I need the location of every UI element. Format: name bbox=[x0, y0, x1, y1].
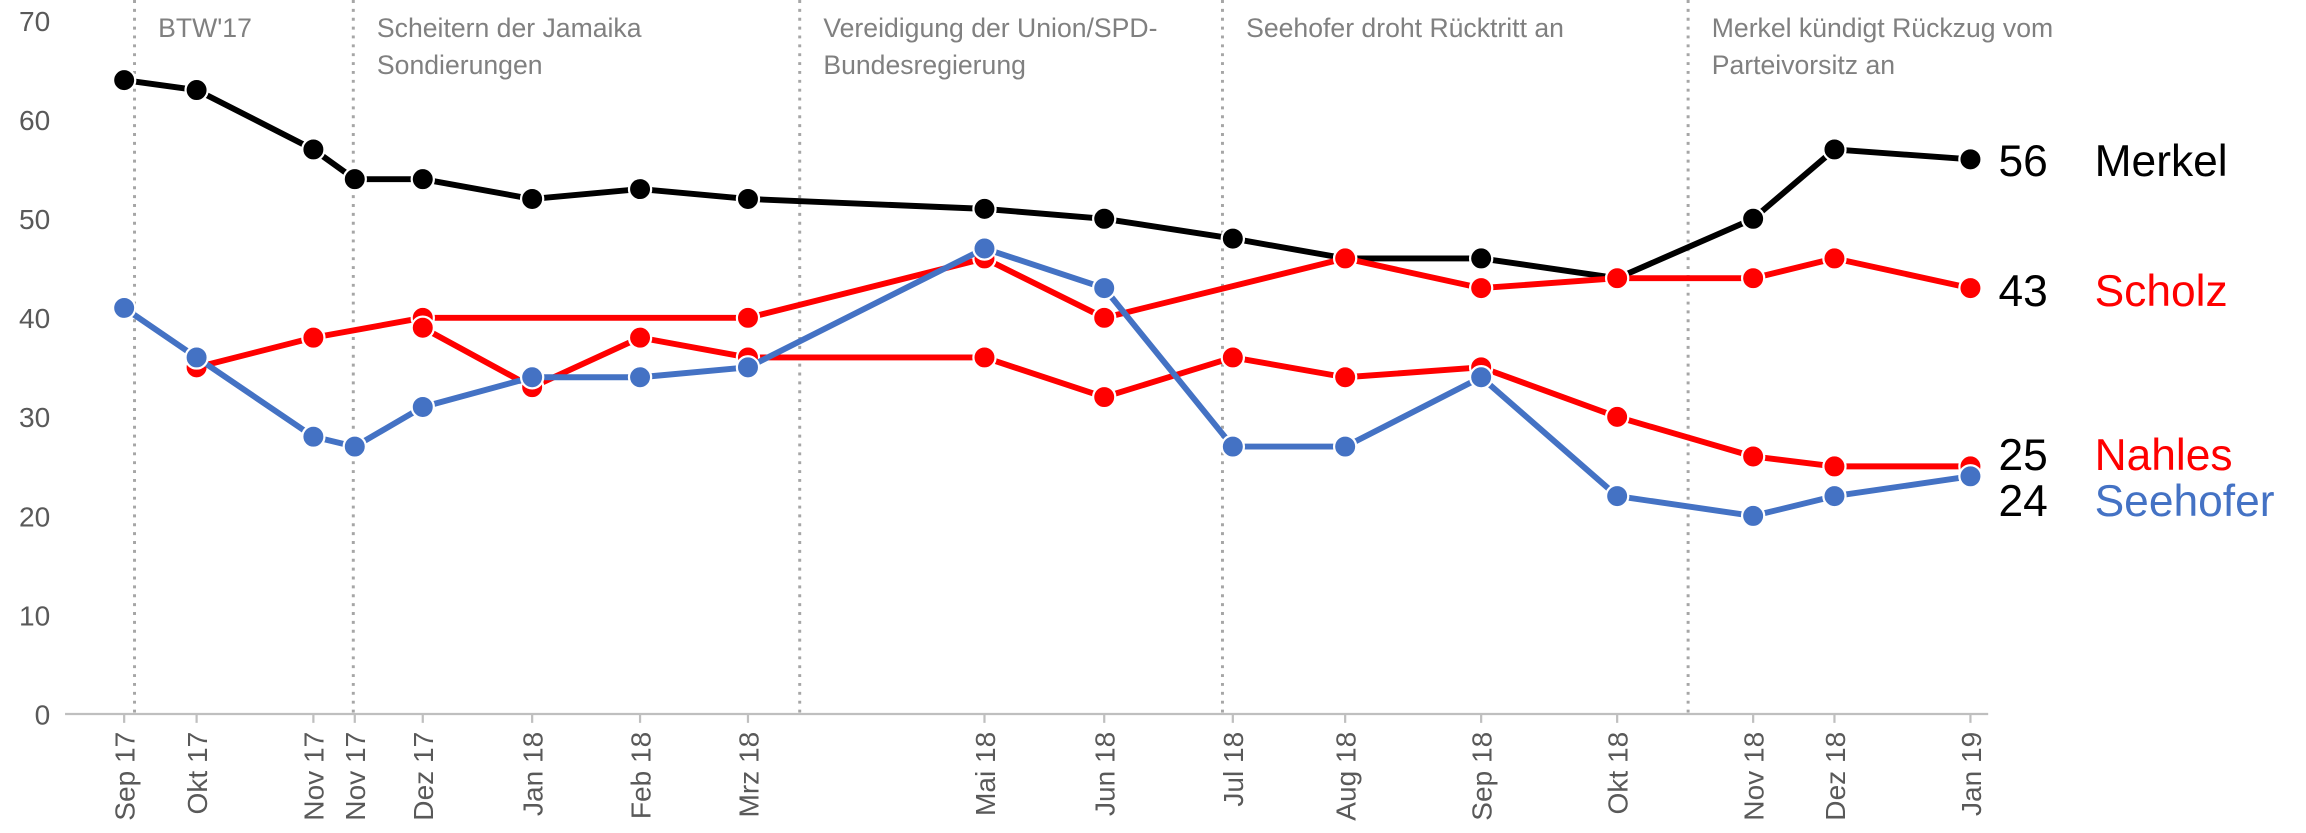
series-line bbox=[195, 255, 1972, 371]
data-point bbox=[735, 186, 761, 212]
annotation: BTW'17 bbox=[158, 13, 252, 43]
data-point bbox=[410, 315, 435, 340]
x-tick-label: Sep 18 bbox=[1467, 732, 1498, 821]
x-tick-label: Mrz 18 bbox=[733, 732, 764, 818]
legend-label: Seehofer bbox=[2095, 477, 2275, 526]
data-point bbox=[342, 166, 367, 192]
y-tick-label: 70 bbox=[19, 6, 50, 37]
data-point bbox=[1092, 206, 1117, 231]
data-point bbox=[627, 325, 653, 350]
data-point bbox=[1092, 275, 1117, 301]
data-point bbox=[1958, 147, 1983, 172]
y-tick-label: 40 bbox=[19, 303, 50, 334]
y-tick-label: 60 bbox=[19, 105, 50, 136]
data-point bbox=[1958, 464, 1983, 489]
data-point bbox=[1468, 275, 1494, 301]
data-point bbox=[1822, 246, 1847, 271]
x-tick-label: Jun 18 bbox=[1090, 732, 1121, 816]
data-point bbox=[1332, 246, 1358, 271]
x-tick-label: Dez 18 bbox=[1820, 732, 1851, 821]
x-tick-label: Jan 18 bbox=[518, 732, 549, 816]
data-point bbox=[735, 355, 761, 380]
data-point bbox=[1220, 434, 1246, 459]
x-tick-label: Dez 17 bbox=[408, 732, 439, 821]
y-tick-label: 10 bbox=[19, 600, 50, 631]
x-tick-label: Okt 17 bbox=[182, 732, 213, 815]
data-point bbox=[111, 295, 137, 321]
data-point bbox=[111, 67, 137, 93]
legend-label: Scholz bbox=[2095, 267, 2228, 316]
data-point bbox=[627, 176, 653, 202]
y-tick-label: 30 bbox=[19, 402, 50, 433]
data-point bbox=[1822, 137, 1847, 162]
y-tick-label: 20 bbox=[19, 501, 50, 532]
legend-label: Nahles bbox=[2095, 431, 2233, 480]
data-point bbox=[410, 166, 435, 192]
x-tick-label: Jan 19 bbox=[1956, 732, 1987, 816]
data-point bbox=[1092, 384, 1117, 410]
annotation: Seehofer droht Rücktritt an bbox=[1246, 13, 1564, 43]
legend-label: Merkel bbox=[2095, 137, 2228, 186]
x-tick-label: Feb 18 bbox=[625, 732, 656, 819]
data-point bbox=[342, 434, 367, 459]
data-point bbox=[1958, 275, 1983, 301]
data-point bbox=[519, 186, 545, 212]
series-line bbox=[421, 325, 1971, 470]
data-point bbox=[519, 365, 545, 390]
data-point bbox=[627, 365, 653, 390]
data-point bbox=[301, 325, 326, 350]
data-point bbox=[1468, 365, 1494, 390]
annotation: Merkel kündigt Rückzug vom bbox=[1712, 13, 2053, 43]
x-tick-label: Mai 18 bbox=[970, 732, 1001, 816]
data-point bbox=[1822, 454, 1847, 479]
data-point bbox=[1740, 444, 1766, 469]
data-point bbox=[301, 424, 326, 449]
data-point bbox=[972, 345, 997, 370]
x-tick-label: Okt 18 bbox=[1603, 732, 1634, 815]
x-tick-label: Jul 18 bbox=[1218, 732, 1249, 807]
data-point bbox=[735, 305, 761, 331]
data-point bbox=[1220, 345, 1246, 370]
data-point bbox=[184, 345, 209, 370]
end-value-label: 43 bbox=[1999, 267, 2048, 316]
data-point bbox=[972, 196, 997, 222]
annotation: Sondierungen bbox=[377, 50, 543, 80]
data-point bbox=[1332, 365, 1358, 390]
annotation: Bundesregierung bbox=[823, 50, 1026, 80]
data-point bbox=[1822, 483, 1847, 509]
data-point bbox=[410, 394, 435, 420]
data-point bbox=[1604, 404, 1630, 430]
annotation: Scheitern der Jamaika bbox=[377, 13, 642, 43]
data-point bbox=[1740, 266, 1766, 291]
x-tick-label: Nov 18 bbox=[1738, 732, 1769, 821]
data-point bbox=[1740, 206, 1766, 231]
series-line bbox=[123, 77, 1971, 282]
data-point bbox=[972, 236, 997, 261]
data-point bbox=[1604, 483, 1630, 509]
x-tick-label: Nov 17 bbox=[340, 732, 371, 821]
y-tick-label: 50 bbox=[19, 204, 50, 235]
x-tick-label: Sep 17 bbox=[110, 732, 141, 821]
data-point bbox=[1332, 434, 1358, 459]
x-tick-label: Aug 18 bbox=[1331, 732, 1362, 821]
annotation: Vereidigung der Union/SPD- bbox=[823, 13, 1157, 43]
data-point bbox=[1092, 305, 1117, 331]
data-point bbox=[1740, 503, 1766, 529]
data-point bbox=[1220, 226, 1246, 251]
end-value-label: 56 bbox=[1999, 137, 2048, 186]
y-tick-label: 0 bbox=[35, 699, 51, 730]
data-point bbox=[184, 77, 209, 103]
data-point bbox=[1468, 246, 1494, 271]
annotation: Parteivorsitz an bbox=[1712, 50, 1895, 80]
x-tick-label: Nov 17 bbox=[299, 732, 330, 821]
data-point bbox=[301, 137, 326, 162]
end-value-label: 24 bbox=[1999, 477, 2048, 526]
data-point bbox=[1604, 266, 1630, 291]
end-value-label: 25 bbox=[1999, 431, 2048, 480]
